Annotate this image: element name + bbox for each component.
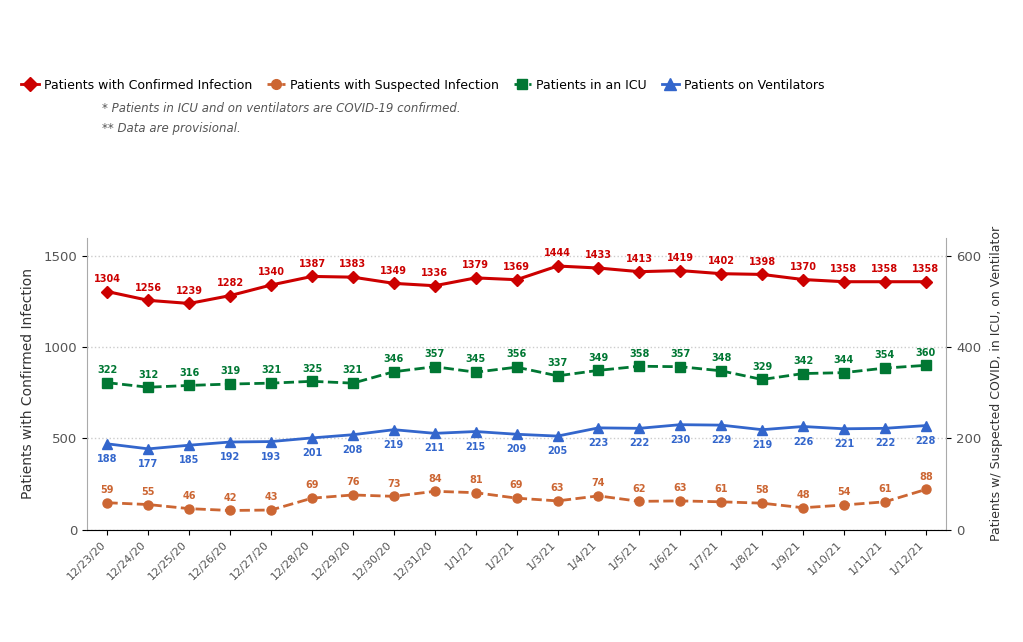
Text: 42: 42 [223,493,237,503]
Text: 1256: 1256 [135,282,162,293]
Text: 358: 358 [629,349,650,358]
Text: 316: 316 [179,368,199,377]
Text: 1370: 1370 [790,262,816,272]
Text: 357: 357 [425,349,445,359]
Text: 188: 188 [97,454,118,464]
Text: 81: 81 [469,475,483,485]
Y-axis label: Patients with Confirmed Infection: Patients with Confirmed Infection [21,268,35,499]
Text: 63: 63 [673,483,687,493]
Text: 208: 208 [343,445,363,455]
Text: 219: 219 [752,440,772,450]
Text: 76: 76 [346,477,360,487]
Legend: Patients with Confirmed Infection, Patients with Suspected Infection, Patients i: Patients with Confirmed Infection, Patie… [16,74,830,97]
Text: 48: 48 [796,490,810,500]
Text: 88: 88 [919,472,933,482]
Text: 226: 226 [793,437,813,447]
Text: 1379: 1379 [462,260,489,270]
Text: 1340: 1340 [258,267,284,277]
Text: 63: 63 [550,483,565,493]
Text: 205: 205 [547,446,568,456]
Text: 177: 177 [138,459,159,469]
Text: 73: 73 [387,478,401,489]
Text: 1358: 1358 [872,264,898,274]
Text: 62: 62 [632,483,647,494]
Text: 222: 222 [629,438,650,448]
Text: 1402: 1402 [708,256,735,266]
Text: 1369: 1369 [503,262,530,272]
Text: 321: 321 [343,365,363,376]
Text: 1304: 1304 [94,274,121,284]
Text: 54: 54 [837,487,851,498]
Text: 1419: 1419 [667,253,694,263]
Text: 55: 55 [141,487,155,497]
Text: 1358: 1358 [831,264,857,274]
Text: 223: 223 [588,438,609,448]
Text: 1444: 1444 [544,248,571,258]
Text: 342: 342 [793,356,813,366]
Text: 230: 230 [670,435,691,445]
Text: 322: 322 [97,365,118,375]
Text: 1349: 1349 [381,266,407,275]
Text: 321: 321 [261,365,281,376]
Text: 43: 43 [264,492,278,502]
Text: 58: 58 [755,485,769,496]
Text: 229: 229 [711,435,731,445]
Text: 201: 201 [302,448,322,458]
Text: 1239: 1239 [176,286,203,296]
Text: * Patients in ICU and on ventilators are COVID-19 confirmed.: * Patients in ICU and on ventilators are… [102,102,461,116]
Text: 354: 354 [875,351,895,360]
Text: 59: 59 [100,485,115,495]
Text: 1398: 1398 [749,257,775,266]
Text: 1358: 1358 [913,264,939,274]
Text: 344: 344 [834,355,854,365]
Text: 185: 185 [179,455,199,465]
Text: 69: 69 [305,480,319,490]
Text: 325: 325 [302,363,322,374]
Text: 61: 61 [878,484,892,494]
Text: 219: 219 [384,440,404,450]
Text: 337: 337 [547,358,568,368]
Text: 69: 69 [509,480,524,490]
Text: 46: 46 [182,491,196,501]
Text: COVID-19 Hospitalizations Reported by MS Hospitals, 12/23/20-1/12/21 *,**: COVID-19 Hospitalizations Reported by MS… [10,19,802,38]
Text: 209: 209 [506,444,527,455]
Text: 348: 348 [711,353,731,363]
Text: 1387: 1387 [299,259,325,269]
Text: 222: 222 [875,438,895,448]
Text: 360: 360 [916,347,936,358]
Text: 221: 221 [834,439,854,449]
Text: 319: 319 [220,367,240,376]
Text: 356: 356 [506,349,527,360]
Text: 357: 357 [670,349,691,359]
Text: 312: 312 [138,370,159,379]
Text: 1413: 1413 [626,254,653,264]
Text: 61: 61 [714,484,728,494]
Text: 228: 228 [916,436,936,446]
Text: 84: 84 [428,474,442,483]
Y-axis label: Patients w/ Suspected COVID, in ICU, on Ventilator: Patients w/ Suspected COVID, in ICU, on … [989,226,1003,541]
Text: 74: 74 [591,478,606,488]
Text: 1282: 1282 [217,278,243,288]
Text: 349: 349 [588,352,609,363]
Text: 192: 192 [220,452,240,462]
Text: 1336: 1336 [421,268,448,278]
Text: 211: 211 [425,444,445,453]
Text: 1383: 1383 [340,259,366,270]
Text: 329: 329 [752,361,772,372]
Text: 346: 346 [384,354,404,364]
Text: 1433: 1433 [585,250,612,260]
Text: 345: 345 [465,354,486,365]
Text: 193: 193 [261,451,281,462]
Text: ** Data are provisional.: ** Data are provisional. [102,121,241,135]
Text: 215: 215 [465,442,486,451]
